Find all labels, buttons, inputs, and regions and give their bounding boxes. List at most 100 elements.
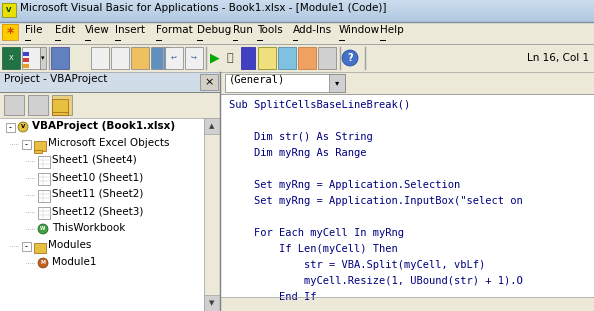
Text: Format: Format <box>156 25 192 35</box>
Text: Debug: Debug <box>197 25 231 35</box>
Bar <box>28 95 48 115</box>
Bar <box>165 47 183 69</box>
Circle shape <box>18 122 28 132</box>
Bar <box>0 5 594 6</box>
Text: Sub SplitCellsBaseLineBreak(): Sub SplitCellsBaseLineBreak() <box>229 100 410 110</box>
Text: End If: End If <box>229 292 317 302</box>
Bar <box>0 4 594 5</box>
Text: M: M <box>40 261 46 266</box>
Bar <box>23 52 29 56</box>
Text: Help: Help <box>380 25 404 35</box>
Bar <box>2 24 18 40</box>
Text: *: * <box>7 26 14 40</box>
Text: Microsoft Excel Objects: Microsoft Excel Objects <box>48 138 169 148</box>
Bar <box>0 20 594 21</box>
Bar <box>22 140 31 149</box>
Text: Window: Window <box>339 25 380 35</box>
Bar <box>38 173 50 185</box>
Bar <box>0 0 594 22</box>
Text: Sheet11 (Sheet2): Sheet11 (Sheet2) <box>52 189 143 199</box>
Bar <box>23 58 29 62</box>
Bar <box>51 47 69 69</box>
Text: ↪: ↪ <box>191 55 197 61</box>
Bar <box>52 95 72 115</box>
Bar <box>0 2 594 3</box>
Bar <box>0 14 594 15</box>
Text: For Each myCell In myRng: For Each myCell In myRng <box>229 228 404 238</box>
Text: View: View <box>85 25 110 35</box>
Bar <box>2 3 16 17</box>
Circle shape <box>342 50 358 66</box>
Bar <box>0 0 594 1</box>
Text: -: - <box>25 140 28 149</box>
Bar <box>0 9 594 10</box>
Text: Add-Ins: Add-Ins <box>292 25 331 35</box>
Text: Sheet10 (Sheet1): Sheet10 (Sheet1) <box>52 172 143 182</box>
Text: Insert: Insert <box>115 25 145 35</box>
Text: Edit: Edit <box>55 25 75 35</box>
Text: X: X <box>9 55 14 61</box>
Bar <box>34 243 46 253</box>
Bar <box>204 295 220 311</box>
Bar <box>2 24 18 40</box>
Bar <box>0 21 594 22</box>
Bar <box>0 44 594 72</box>
Text: ×: × <box>204 77 214 87</box>
Text: V: V <box>21 124 25 129</box>
Text: Ln 16, Col 1: Ln 16, Col 1 <box>527 53 589 63</box>
Text: -: - <box>9 123 12 132</box>
Bar <box>111 47 129 69</box>
Bar <box>4 95 24 115</box>
Text: VBAProject (Book1.xlsx): VBAProject (Book1.xlsx) <box>32 121 175 131</box>
Bar <box>0 72 220 92</box>
Text: ↩: ↩ <box>171 55 177 61</box>
Text: ThisWorkbook: ThisWorkbook <box>52 223 125 233</box>
Bar <box>0 19 594 20</box>
Text: Sheet1 (Sheet4): Sheet1 (Sheet4) <box>52 155 137 165</box>
Bar <box>258 47 276 69</box>
Bar <box>40 47 46 69</box>
Bar <box>204 118 220 134</box>
Bar <box>34 141 46 151</box>
Bar <box>38 190 50 202</box>
Bar <box>0 92 220 118</box>
Text: Tools: Tools <box>257 25 283 35</box>
Bar <box>0 22 594 44</box>
Text: str = VBA.Split(myCell, vbLf): str = VBA.Split(myCell, vbLf) <box>229 260 485 270</box>
Bar <box>329 74 345 92</box>
Text: ▲: ▲ <box>209 123 214 129</box>
Circle shape <box>38 258 48 268</box>
Text: Dim myRng As Range: Dim myRng As Range <box>229 148 366 158</box>
Text: ▾: ▾ <box>335 78 339 87</box>
Bar <box>2 3 16 17</box>
Bar <box>52 112 68 115</box>
Bar <box>91 47 109 69</box>
Text: File: File <box>25 25 43 35</box>
Bar <box>6 123 15 132</box>
Text: W: W <box>40 226 46 231</box>
Text: Module1: Module1 <box>52 257 96 267</box>
Bar <box>0 16 594 17</box>
Bar <box>0 15 594 16</box>
Bar <box>0 17 594 18</box>
Text: ▼: ▼ <box>209 300 214 306</box>
Text: ⏸: ⏸ <box>227 53 233 63</box>
Text: Set myRng = Application.Selection: Set myRng = Application.Selection <box>229 180 460 190</box>
Text: V: V <box>7 7 12 13</box>
Bar <box>225 74 345 92</box>
Bar <box>0 13 594 14</box>
Circle shape <box>38 224 48 234</box>
Bar <box>0 3 594 4</box>
Bar <box>0 12 594 13</box>
Text: Microsoft Visual Basic for Applications - Book1.xlsx - [Module1 (Code)]: Microsoft Visual Basic for Applications … <box>20 3 387 13</box>
Text: ▾: ▾ <box>41 55 45 61</box>
Text: myCell.Resize(1, UBound(str) + 1).O: myCell.Resize(1, UBound(str) + 1).O <box>229 276 523 286</box>
Bar <box>131 47 149 69</box>
Bar <box>52 99 68 113</box>
Text: Project - VBAProject: Project - VBAProject <box>4 74 108 84</box>
Bar <box>23 64 29 68</box>
Bar <box>298 47 316 69</box>
Text: (General): (General) <box>229 75 285 85</box>
Bar <box>185 47 203 69</box>
Text: Run: Run <box>232 25 252 35</box>
